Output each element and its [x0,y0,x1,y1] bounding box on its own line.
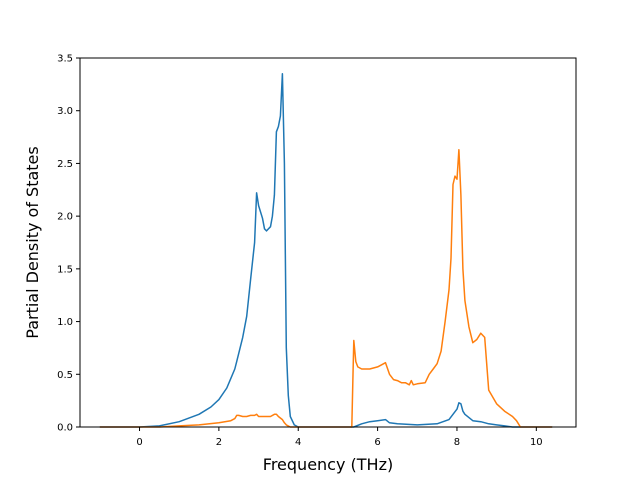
x-tick-label: 8 [454,437,460,448]
series-line-1 [99,73,553,428]
y-tick-label: 3.0 [57,106,73,117]
x-tick-label: 4 [295,437,301,448]
x-tick-label: 10 [530,437,543,448]
y-axis-ticks: 0.0 0.5 1.0 1.5 2.0 2.5 3.0 3.5 [57,54,80,434]
y-tick-label: 2.0 [57,212,73,223]
x-axis-ticks: 0 2 4 6 8 10 [136,427,543,448]
x-tick-label: 0 [136,437,142,448]
y-tick-label: 3.5 [57,54,73,65]
series-line-2 [99,148,553,428]
x-tick-label: 6 [374,437,380,448]
x-axis-label: Frequency (THz) [263,455,393,474]
y-axis-label: Partial Density of States [23,146,42,338]
y-tick-label: 1.0 [57,317,73,328]
y-tick-label: 0.5 [57,370,73,381]
y-tick-label: 1.5 [57,264,73,275]
x-tick-label: 2 [216,437,222,448]
plot-frame [79,57,577,428]
series-layer [99,73,553,428]
y-tick-label: 2.5 [57,159,73,170]
y-tick-label: 0.0 [57,423,73,434]
